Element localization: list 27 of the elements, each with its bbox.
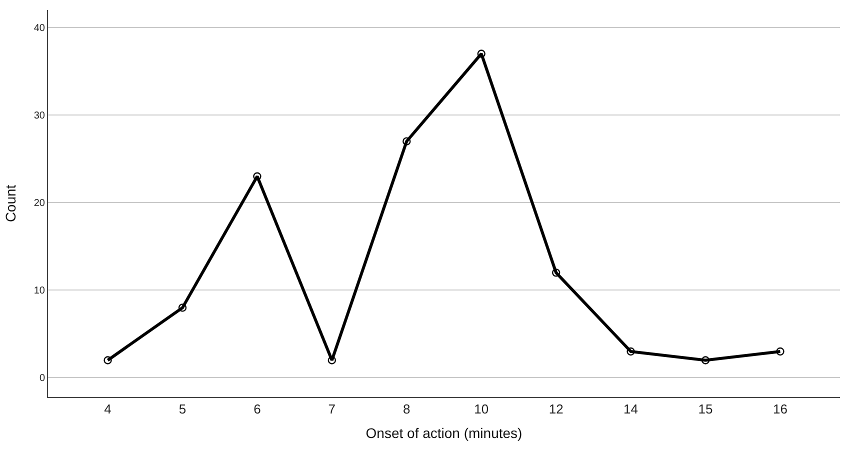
point (104, 356, 112, 364)
x-tick-label: 7 (328, 402, 336, 417)
y-tick-label: 30 (34, 110, 46, 122)
point (178, 304, 187, 312)
x-tick-label: 15 (698, 402, 713, 417)
x-tick-label: 10 (474, 402, 489, 417)
x-tick-label: 6 (254, 402, 261, 417)
y-tick-label: 0 (39, 373, 46, 384)
x-tick-label: 5 (178, 402, 186, 417)
point (552, 268, 560, 277)
point (253, 172, 262, 180)
x-tick-label: 16 (772, 402, 788, 417)
x-axis-title: Onset of action (minutes) (366, 424, 522, 441)
point (402, 137, 411, 146)
y-axis-title: Count (2, 184, 18, 222)
point (477, 50, 486, 58)
x-tick-label: 14 (624, 402, 638, 417)
y-tick-label: 10 (34, 286, 46, 297)
point (626, 347, 635, 356)
y-tick-label: 20 (34, 198, 46, 210)
point (776, 347, 784, 356)
y-tick-label: 40 (34, 23, 46, 34)
point (328, 356, 336, 364)
x-tick-label: 12 (548, 402, 564, 417)
x-tick-label: 8 (403, 402, 410, 417)
x-tick-label: 4 (104, 402, 112, 417)
point (701, 356, 710, 364)
